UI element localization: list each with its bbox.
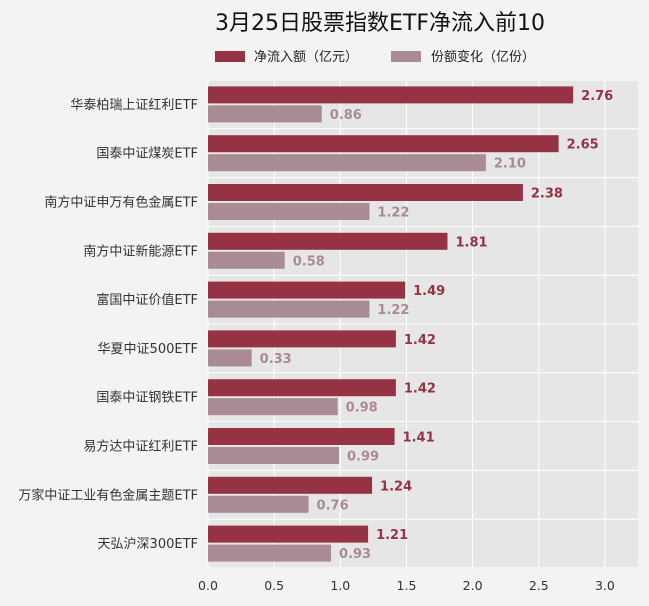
bar-net-inflow — [208, 232, 448, 250]
category-labels: 华泰柏瑞上证红利ETF 国泰中证煤炭ETF 南方中证申万有色金属ETF 南方中证新能源… — [18, 97, 198, 552]
data-label-share-change: 0.86 — [330, 108, 362, 123]
data-label-net-inflow: 1.24 — [380, 479, 412, 494]
x-tick-label: 1.5 — [397, 578, 417, 593]
bar-share-change — [208, 349, 252, 367]
bar-net-inflow — [208, 476, 373, 494]
data-label-share-change: 0.58 — [293, 254, 325, 269]
x-tick-label: 0.5 — [264, 578, 284, 593]
data-label-net-inflow: 2.65 — [567, 138, 599, 153]
bar-share-change — [208, 105, 322, 123]
x-axis-ticks: 0.0 0.5 1.0 1.5 2.0 2.5 3.0 — [198, 578, 615, 593]
data-label-share-change: 0.93 — [339, 547, 371, 562]
legend-swatch-net-inflow — [215, 51, 245, 62]
legend-swatch-share-change — [391, 51, 421, 62]
data-label-share-change: 0.76 — [317, 498, 349, 513]
legend-label-net-inflow: 净流入额（亿元） — [254, 50, 358, 65]
data-label-net-inflow: 1.81 — [455, 235, 487, 250]
bar-net-inflow — [208, 525, 369, 543]
category-label: 国泰中证煤炭ETF — [96, 147, 198, 162]
legend-label-share-change: 份额变化（亿份） — [431, 49, 535, 65]
bar-share-change — [208, 495, 309, 513]
data-label-net-inflow: 1.41 — [403, 431, 435, 446]
category-label: 华泰柏瑞上证红利ETF — [70, 97, 198, 113]
data-label-share-change: 2.10 — [494, 157, 526, 172]
category-label: 南方中证新能源ETF — [83, 243, 198, 259]
x-tick-label: 2.5 — [529, 578, 549, 593]
x-tick-label: 0.0 — [198, 578, 218, 593]
value-labels: 2.76 0.86 2.65 2.10 2.38 1.22 1.81 0.58 1.49 1.22… — [260, 89, 614, 562]
bar-net-inflow — [208, 184, 523, 201]
category-label: 易方达中证红利ETF — [83, 439, 198, 455]
data-label-share-change: 1.22 — [377, 206, 409, 221]
bar-share-change — [208, 203, 370, 220]
category-label: 万家中证工业有色金属主题ETF — [18, 487, 198, 503]
bar-net-inflow — [208, 86, 574, 104]
bars — [208, 86, 574, 562]
category-label: 国泰中证钢铁ETF — [96, 391, 198, 406]
category-label: 华夏中证500ETF — [98, 342, 198, 357]
data-label-net-inflow: 2.38 — [531, 187, 563, 202]
data-label-net-inflow: 2.76 — [581, 89, 613, 104]
category-label: 天弘沪深300ETF — [98, 536, 198, 552]
data-label-share-change: 1.22 — [377, 303, 409, 318]
category-label: 南方中证申万有色金属ETF — [44, 195, 198, 211]
category-label: 富国中证价值ETF — [96, 292, 198, 308]
bar-share-change — [208, 300, 370, 318]
legend: 净流入额（亿元） 份额变化（亿份） — [215, 49, 535, 65]
bar-share-change — [208, 447, 339, 464]
bar-net-inflow — [208, 330, 396, 348]
data-label-net-inflow: 1.21 — [376, 528, 408, 543]
x-tick-label: 2.0 — [463, 578, 483, 593]
chart-title: 3月25日股票指数ETF净流入前10 — [215, 11, 545, 36]
bar-net-inflow — [208, 281, 406, 299]
data-label-net-inflow: 1.49 — [413, 284, 445, 299]
bar-share-change — [208, 154, 486, 172]
bar-net-inflow — [208, 135, 559, 153]
bar-net-inflow — [208, 428, 395, 445]
x-tick-label: 1.0 — [330, 578, 350, 593]
data-label-share-change: 0.33 — [260, 352, 292, 367]
x-tick-label: 3.0 — [595, 578, 615, 593]
bar-net-inflow — [208, 379, 396, 397]
data-label-share-change: 0.99 — [347, 450, 379, 465]
bar-share-change — [208, 544, 332, 562]
data-label-net-inflow: 1.42 — [404, 382, 436, 397]
data-label-share-change: 0.98 — [346, 401, 378, 416]
bar-share-change — [208, 398, 338, 416]
bar-share-change — [208, 251, 285, 269]
data-label-net-inflow: 1.42 — [404, 333, 436, 348]
